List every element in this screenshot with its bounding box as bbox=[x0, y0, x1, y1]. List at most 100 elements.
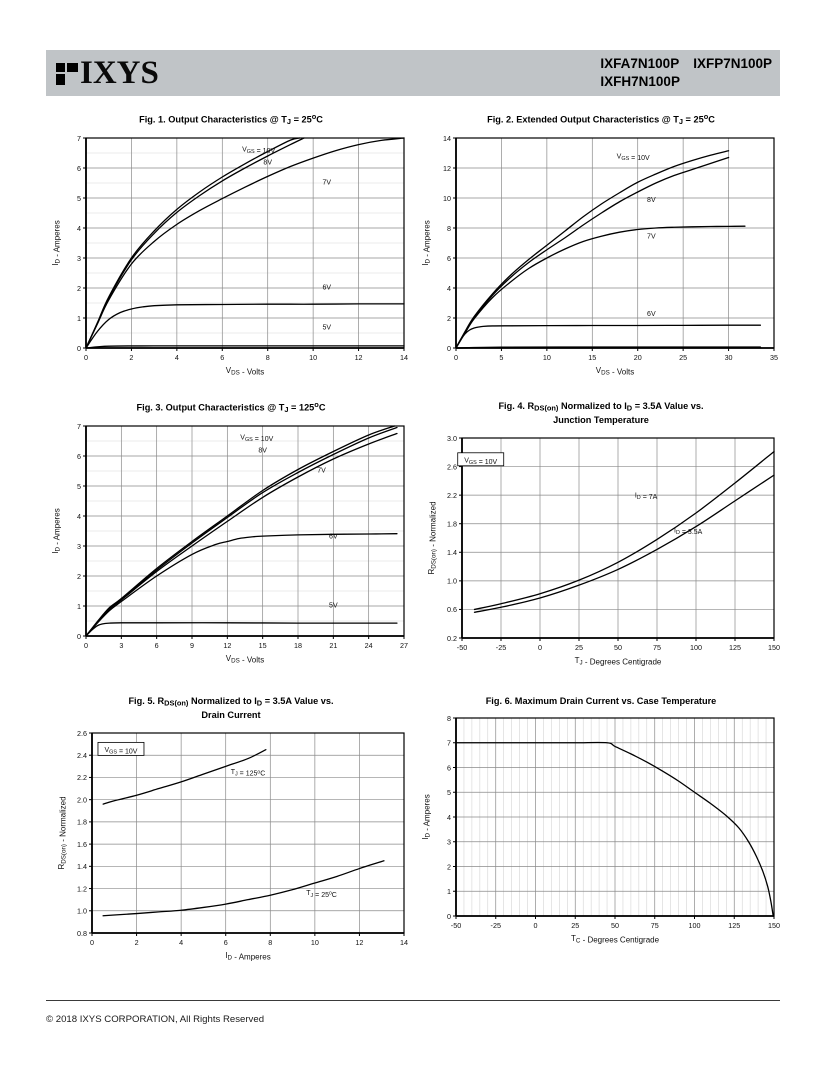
svg-text:6V: 6V bbox=[329, 533, 338, 540]
svg-text:VGS = 10V: VGS = 10V bbox=[464, 457, 497, 466]
svg-text:125: 125 bbox=[728, 921, 740, 930]
svg-text:0: 0 bbox=[447, 343, 451, 352]
svg-text:2: 2 bbox=[135, 938, 139, 947]
svg-text:-25: -25 bbox=[496, 643, 506, 652]
svg-text:30: 30 bbox=[725, 353, 733, 362]
copyright-text: © 2018 IXYS CORPORATION, All Rights Rese… bbox=[46, 1014, 265, 1025]
svg-text:8: 8 bbox=[447, 223, 451, 232]
svg-text:2.6: 2.6 bbox=[447, 462, 457, 471]
svg-text:27: 27 bbox=[400, 641, 408, 650]
figure-4-title: Fig. 4. RDS(on) Normalized to ID = 3.5A … bbox=[498, 401, 704, 426]
svg-text:0: 0 bbox=[90, 938, 94, 947]
figure-5-chart: 0.8 1.0 1.2 1.4 1.6 1.8 2.0 2.2 2.4 2.6 0 2 4 6 8 10 12 1… bbox=[57, 729, 408, 962]
svg-text:1.6: 1.6 bbox=[77, 840, 87, 849]
svg-text:3.0: 3.0 bbox=[447, 434, 457, 443]
figure-2-title: Fig. 2. Extended Output Characteristics … bbox=[487, 112, 715, 126]
svg-text:ID - Amperes: ID - Amperes bbox=[421, 220, 432, 265]
svg-text:ID - Amperes: ID - Amperes bbox=[421, 795, 432, 840]
svg-text:25: 25 bbox=[571, 921, 579, 930]
svg-text:VGS = 10V: VGS = 10V bbox=[242, 146, 275, 155]
svg-text:ID = 3.5A: ID = 3.5A bbox=[674, 527, 703, 536]
svg-text:2.4: 2.4 bbox=[77, 751, 87, 760]
ixys-square-logo-icon bbox=[56, 63, 78, 85]
svg-text:ID - Amperes: ID - Amperes bbox=[51, 508, 62, 553]
svg-text:ID - Amperes: ID - Amperes bbox=[225, 951, 270, 962]
svg-text:4: 4 bbox=[447, 813, 451, 822]
svg-text:25: 25 bbox=[679, 353, 687, 362]
part-number: IXFP7N100P bbox=[693, 56, 772, 72]
svg-text:24: 24 bbox=[365, 641, 373, 650]
svg-text:25: 25 bbox=[575, 643, 583, 652]
svg-text:12: 12 bbox=[443, 163, 451, 172]
svg-text:5V: 5V bbox=[322, 324, 331, 331]
svg-text:4: 4 bbox=[77, 223, 81, 232]
part-number: IXFH7N100P bbox=[600, 74, 680, 89]
svg-text:0.6: 0.6 bbox=[447, 605, 457, 614]
svg-text:18: 18 bbox=[294, 641, 302, 650]
svg-text:12: 12 bbox=[223, 641, 231, 650]
svg-text:3: 3 bbox=[77, 541, 81, 550]
svg-text:-50: -50 bbox=[457, 643, 467, 652]
svg-text:125: 125 bbox=[729, 643, 741, 652]
svg-text:3: 3 bbox=[119, 641, 123, 650]
svg-text:6V: 6V bbox=[647, 310, 656, 317]
svg-text:1: 1 bbox=[77, 601, 81, 610]
svg-text:10: 10 bbox=[311, 938, 319, 947]
svg-text:0: 0 bbox=[77, 343, 81, 352]
part-number-row-1: IXFA7N100P IXFP7N100P bbox=[600, 55, 772, 73]
svg-text:ID - Amperes: ID - Amperes bbox=[51, 220, 62, 265]
ixys-logo: IXYS bbox=[46, 50, 159, 96]
svg-text:75: 75 bbox=[653, 643, 661, 652]
part-number-row-2: IXFH7N100P bbox=[600, 73, 680, 91]
svg-text:10: 10 bbox=[543, 353, 551, 362]
figure-3: Fig. 3. Output Characteristics @ TJ = 12… bbox=[46, 400, 416, 695]
figure-1-title: Fig. 1. Output Characteristics @ TJ = 25… bbox=[139, 112, 323, 126]
part-number: IXFA7N100P bbox=[600, 56, 680, 72]
svg-text:6: 6 bbox=[447, 253, 451, 262]
svg-text:6: 6 bbox=[220, 353, 224, 362]
svg-text:150: 150 bbox=[768, 643, 780, 652]
figure-1: Fig. 1. Output Characteristics @ TJ = 25… bbox=[46, 112, 416, 400]
svg-text:7V: 7V bbox=[317, 467, 326, 474]
svg-text:2: 2 bbox=[129, 353, 133, 362]
svg-text:0: 0 bbox=[84, 641, 88, 650]
svg-text:VDS - Volts: VDS - Volts bbox=[226, 366, 264, 377]
svg-text:1.8: 1.8 bbox=[77, 817, 87, 826]
figure-6: Fig. 6. Maximum Drain Current vs. Case T… bbox=[416, 695, 786, 985]
svg-text:VDS - Volts: VDS - Volts bbox=[596, 366, 634, 377]
svg-text:6: 6 bbox=[224, 938, 228, 947]
figure-3-title: Fig. 3. Output Characteristics @ TJ = 12… bbox=[136, 400, 326, 414]
svg-text:9: 9 bbox=[190, 641, 194, 650]
svg-text:20: 20 bbox=[634, 353, 642, 362]
svg-text:0: 0 bbox=[534, 921, 538, 930]
figure-6-title: Fig. 6. Maximum Drain Current vs. Case T… bbox=[485, 696, 717, 706]
svg-text:0: 0 bbox=[447, 912, 451, 921]
svg-text:2: 2 bbox=[447, 863, 451, 872]
svg-text:14: 14 bbox=[400, 938, 408, 947]
footer-divider bbox=[46, 1000, 780, 1001]
svg-text:3: 3 bbox=[447, 838, 451, 847]
svg-text:15: 15 bbox=[259, 641, 267, 650]
svg-text:2.0: 2.0 bbox=[77, 795, 87, 804]
svg-text:14: 14 bbox=[400, 353, 408, 362]
svg-text:0.2: 0.2 bbox=[447, 634, 457, 643]
svg-text:8: 8 bbox=[266, 353, 270, 362]
svg-text:0.8: 0.8 bbox=[77, 929, 87, 938]
svg-text:1.0: 1.0 bbox=[77, 906, 87, 915]
svg-text:VDS - Volts: VDS - Volts bbox=[226, 654, 264, 665]
svg-text:6: 6 bbox=[77, 451, 81, 460]
figure-4: Fig. 4. RDS(on) Normalized to ID = 3.5A … bbox=[416, 400, 786, 695]
svg-text:21: 21 bbox=[329, 641, 337, 650]
svg-text:100: 100 bbox=[689, 921, 701, 930]
svg-text:VGS = 10V: VGS = 10V bbox=[104, 747, 137, 756]
svg-text:50: 50 bbox=[614, 643, 622, 652]
part-number-list: IXFA7N100P IXFP7N100P IXFH7N100P bbox=[600, 50, 780, 96]
svg-text:2: 2 bbox=[77, 571, 81, 580]
svg-text:0: 0 bbox=[454, 353, 458, 362]
figure-2-chart: 0 2 4 6 8 10 12 14 0 5 10 15 20 25 30 35 VGS = 10V 8V 7V 6V… bbox=[421, 133, 778, 377]
logo-text: IXYS bbox=[80, 54, 159, 91]
svg-text:35: 35 bbox=[770, 353, 778, 362]
svg-text:2.6: 2.6 bbox=[77, 729, 87, 738]
